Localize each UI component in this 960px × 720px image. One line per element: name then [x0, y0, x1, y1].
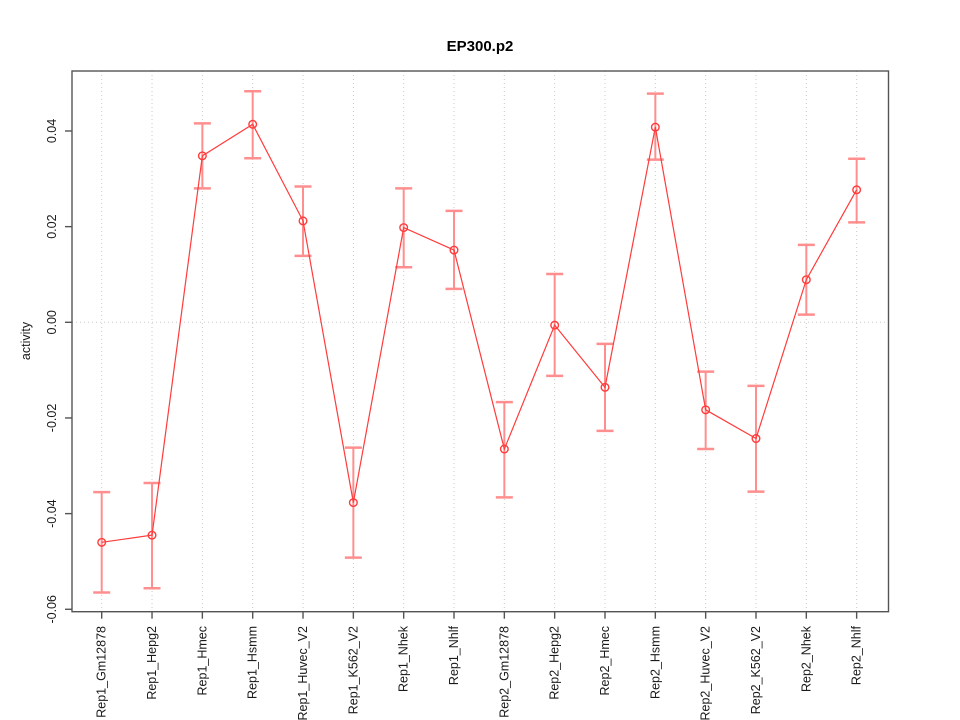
data-point-marker	[248, 119, 258, 129]
data-point-marker	[751, 434, 761, 444]
series-line	[101, 123, 858, 543]
x-tick-label: Rep1_Huvec_V2	[296, 626, 310, 720]
y-axis-label: activity	[19, 321, 33, 360]
x-tick-label: Rep2_Hsmm	[648, 626, 662, 699]
y-tick-labels: 0.04 0.02 0.00 -0.02 -0.04 -0.06	[45, 119, 59, 624]
plot-box-and-ticks	[65, 70, 890, 619]
data-point-marker	[298, 216, 308, 226]
x-tick-label: Rep2_K562_V2	[749, 626, 763, 714]
series-polyline	[101, 123, 858, 543]
data-point-marker	[801, 275, 811, 285]
x-tick-label: Rep1_Gm12878	[95, 626, 109, 718]
data-point-marker	[701, 405, 711, 415]
data-point-marker	[399, 223, 409, 233]
gridlines	[72, 71, 889, 612]
x-tick-label: Rep1_Nhlf	[447, 625, 461, 685]
x-tick-label: Rep1_Nhek	[397, 625, 411, 692]
x-tick-label: Rep2_Gm12878	[497, 626, 511, 718]
x-tick-label: Rep2_Hmec	[598, 626, 612, 695]
y-tick-label: 0.04	[45, 119, 59, 143]
data-point-marker	[197, 151, 207, 161]
data-point-marker	[650, 122, 660, 132]
y-tick-label: 0.00	[45, 310, 59, 334]
data-point-marker	[348, 498, 358, 508]
y-tick-label: 0.02	[45, 214, 59, 238]
x-tick-label: Rep1_Hsmm	[246, 626, 260, 699]
data-points	[97, 119, 862, 547]
data-point-marker	[600, 382, 610, 392]
data-point-marker	[852, 185, 862, 195]
x-tick-label: Rep2_Nhek	[799, 625, 813, 692]
data-point-marker	[499, 444, 509, 454]
x-tick-label: Rep1_Hepg2	[145, 626, 159, 700]
x-tick-label: Rep1_K562_V2	[346, 626, 360, 714]
error-bars	[93, 90, 866, 594]
x-tick-label: Rep2_Hepg2	[548, 626, 562, 700]
x-tick-label: Rep2_Nhlf	[850, 625, 864, 685]
x-tick-labels: Rep1_Gm12878 Rep1_Hepg2 Rep1_Hmec Rep1_Hsmm…	[95, 625, 864, 720]
x-tick-label: Rep1_Hmec	[195, 626, 209, 695]
x-tick-label: Rep2_Huvec_V2	[699, 626, 713, 720]
data-point-marker	[97, 537, 107, 547]
y-tick-label: -0.02	[45, 404, 59, 433]
data-point-marker	[550, 320, 560, 330]
y-tick-label: -0.04	[45, 499, 59, 528]
data-point-marker	[449, 245, 459, 255]
chart-title: EP300.p2	[447, 38, 514, 55]
y-tick-label: -0.06	[45, 595, 59, 624]
plot-box	[71, 70, 890, 613]
data-point-marker	[147, 530, 157, 540]
